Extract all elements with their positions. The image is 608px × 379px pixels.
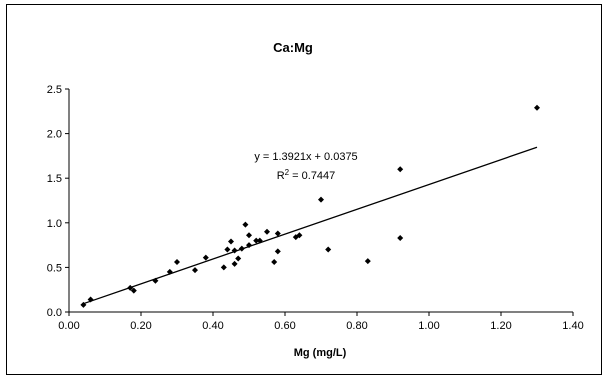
trendline (83, 146, 538, 305)
data-point (174, 259, 180, 266)
r-squared-value: = 0.7447 (289, 170, 335, 182)
chart-frame (6, 4, 602, 375)
data-point (397, 166, 404, 173)
data-point (274, 248, 281, 255)
r-squared-superscript: 2 (285, 168, 290, 177)
data-point (274, 230, 281, 237)
y-tick-label: 0.5 (47, 262, 62, 274)
x-tick-label: 1.00 (418, 320, 439, 332)
data-point (231, 247, 238, 254)
data-point (235, 255, 242, 262)
x-tick-label: 0.80 (346, 320, 367, 332)
data-point (228, 238, 234, 245)
data-point (224, 246, 231, 253)
data-point (231, 260, 238, 267)
data-point (242, 221, 249, 228)
data-point (246, 242, 252, 249)
x-tick-label: 1.20 (490, 320, 511, 332)
data-point (246, 232, 252, 239)
y-tick-label: 2.0 (47, 129, 62, 141)
y-tick-label: 2.5 (47, 84, 62, 96)
data-point (192, 267, 198, 274)
data-point (127, 284, 134, 291)
x-tick-label: 0.00 (58, 320, 79, 332)
data-point (271, 259, 278, 266)
data-point (152, 277, 159, 284)
data-point (264, 228, 270, 235)
data-point (238, 245, 245, 252)
x-axis-ticks: 0.00 0.20 0.40 0.60 0.80 1.00 1.20 1.40 (58, 312, 584, 332)
x-tick-label: 0.40 (202, 320, 223, 332)
data-point (364, 258, 371, 265)
x-axis-label: Mg (mg/L) (294, 347, 347, 359)
trendline-equation: y = 1.3921x + 0.0375 (254, 151, 357, 163)
data-point (130, 287, 137, 294)
x-tick-label: 0.60 (274, 320, 295, 332)
data-point (325, 246, 332, 253)
r-squared-symbol: R (277, 170, 285, 182)
data-point (87, 296, 94, 303)
chart-axes (68, 89, 573, 313)
data-point (80, 301, 87, 308)
x-tick-label: 1.40 (562, 320, 583, 332)
y-tick-label: 1.5 (47, 173, 62, 185)
r-squared-label: R2 = 0.7447 (277, 168, 336, 182)
data-point (253, 237, 260, 244)
data-point (318, 196, 324, 203)
data-point (256, 237, 263, 244)
chart-title: Ca:Mg (273, 40, 313, 55)
data-point (166, 268, 173, 275)
y-tick-label: 0.0 (47, 307, 62, 319)
data-point (534, 104, 540, 111)
data-point (296, 232, 303, 239)
data-point (202, 254, 209, 261)
data-point (397, 234, 404, 241)
data-points (80, 104, 540, 308)
data-point (220, 264, 227, 271)
x-tick-label: 0.20 (130, 320, 151, 332)
y-tick-label: 1.0 (47, 218, 62, 230)
y-axis-ticks: 0.0 0.5 1.0 1.5 2.0 2.5 (47, 84, 69, 319)
